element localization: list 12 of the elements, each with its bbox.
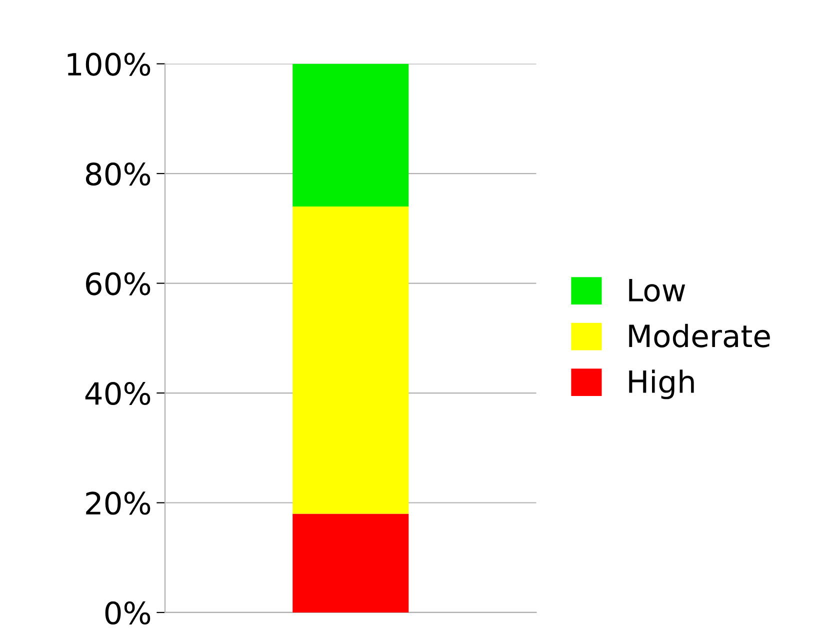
legend-label: Moderate: [629, 324, 770, 348]
y-tick-label: 80%: [86, 162, 150, 186]
bar: [292, 206, 409, 514]
bar: [292, 64, 409, 206]
legend-label: High: [629, 370, 694, 400]
bar: [292, 514, 409, 612]
y-tick-label: 20%: [86, 492, 150, 515]
y-tick-label: 0%: [105, 601, 150, 625]
y-tick-label: 60%: [86, 272, 150, 296]
y-tick-label: 40%: [85, 382, 150, 406]
y-tick-label: 100%: [68, 52, 150, 76]
legend-label: Low: [629, 278, 686, 302]
